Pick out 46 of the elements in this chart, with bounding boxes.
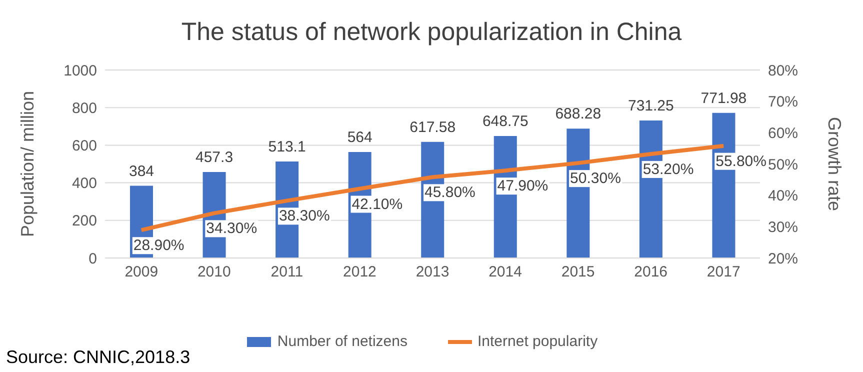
y2-axis-title: Growth rate [824, 116, 845, 212]
data-label: 34.30% [206, 220, 258, 238]
data-label: 50.30% [570, 170, 621, 188]
data-label: 731.25 [628, 98, 674, 115]
y2-tick-label: 70% [768, 94, 798, 111]
x-tick-label: 2014 [488, 264, 522, 281]
data-label: 771.98 [700, 90, 747, 107]
data-label: 45.80% [424, 184, 476, 202]
y-tick-label: 400 [72, 175, 97, 192]
y2-tick-label: 60% [768, 124, 798, 142]
data-label: 53.20% [642, 160, 694, 178]
legend-label: Number of netizens [277, 333, 408, 350]
data-label: 564 [347, 128, 372, 146]
x-tick-label: 2012 [343, 264, 376, 281]
data-label: 688.28 [555, 106, 602, 123]
y2-tick-label: 20% [768, 250, 798, 268]
x-tick-label: 2017 [706, 264, 740, 281]
y2-tick-label: 50% [768, 156, 798, 174]
x-tick-label: 2011 [270, 264, 304, 281]
y2-tick-label: 80% [768, 62, 798, 80]
y-tick-label: 600 [72, 138, 97, 155]
data-label: 648.75 [482, 113, 528, 130]
legend-label: Internet popularity [478, 333, 598, 350]
data-label: 47.90% [497, 178, 548, 195]
x-tick-label: 2013 [416, 264, 450, 281]
data-label: 384 [128, 162, 154, 180]
source-note: Source: CNNIC,2018.3 [6, 347, 190, 368]
data-label: 42.10% [352, 196, 403, 213]
y-axis-title: Population/ million [17, 90, 38, 238]
data-label: 28.90% [133, 237, 184, 254]
x-tick-label: 2016 [634, 264, 668, 281]
y-tick-label: 800 [72, 100, 97, 117]
x-tick-label: 2009 [124, 264, 158, 281]
y-tick-label: 0 [88, 250, 97, 268]
y-tick-label: 200 [72, 212, 97, 230]
x-tick-label: 2010 [197, 264, 231, 281]
x-tick-label: 2015 [561, 264, 595, 281]
data-label: 617.58 [410, 118, 456, 136]
y2-tick-label: 30% [768, 218, 798, 236]
data-label: 457.3 [196, 149, 234, 166]
data-label: 513.1 [268, 138, 306, 156]
y-tick-label: 1000 [64, 62, 97, 80]
chart-title: The status of network popularization in China [180, 18, 683, 47]
y2-tick-label: 40% [768, 188, 798, 205]
data-label: 55.80% [716, 152, 766, 170]
data-label: 38.30% [278, 208, 330, 225]
